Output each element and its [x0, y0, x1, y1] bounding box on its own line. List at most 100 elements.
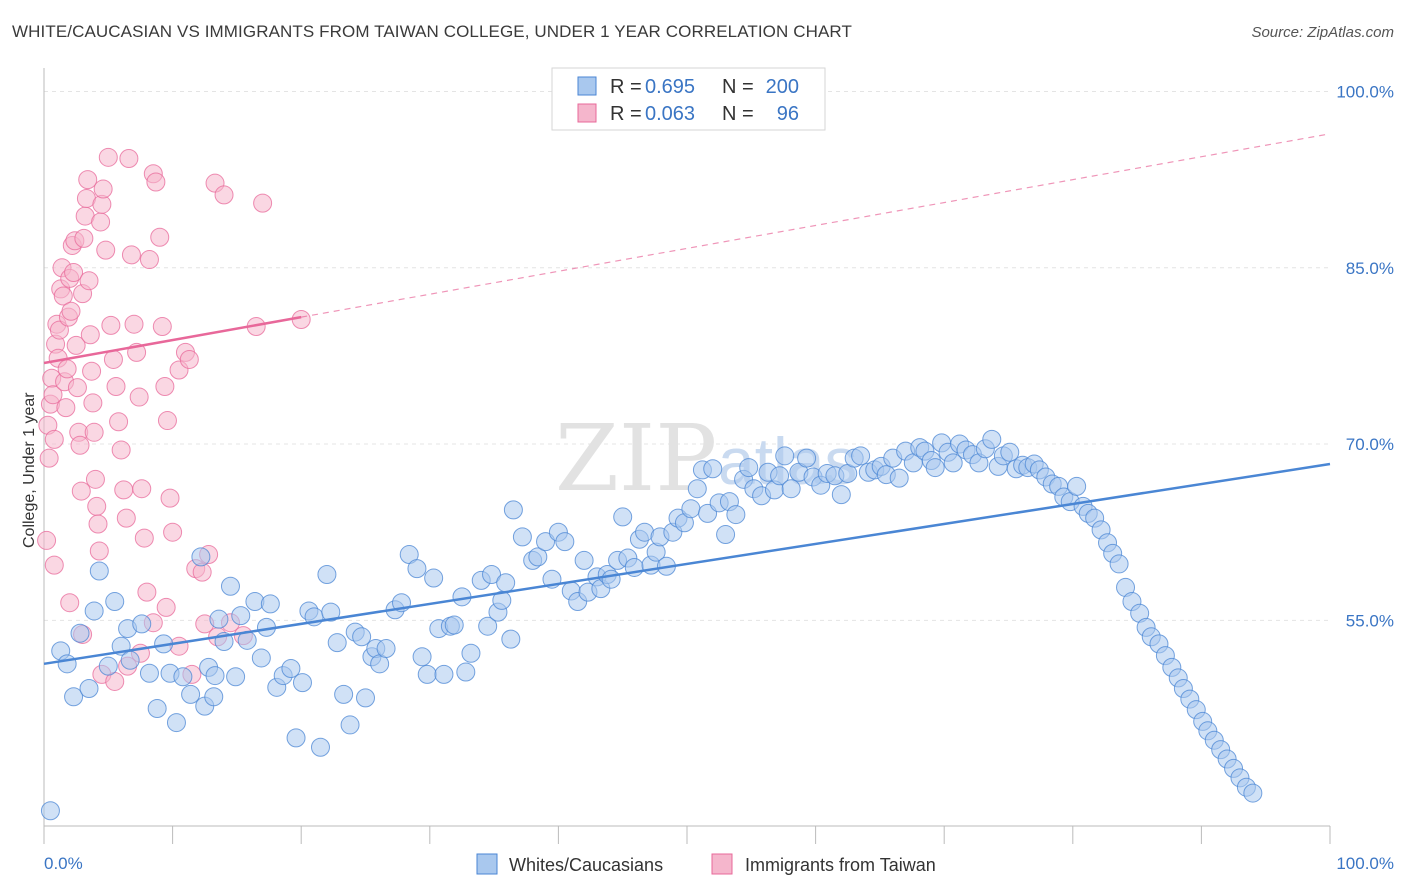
- taiwan-point: [80, 325, 100, 345]
- grid-lines: [44, 91, 1330, 621]
- whites-point: [555, 532, 575, 552]
- taiwan-point: [214, 185, 234, 205]
- taiwan-point: [70, 435, 90, 455]
- whites-point: [147, 698, 167, 718]
- taiwan-point: [44, 429, 64, 449]
- taiwan-point: [156, 597, 176, 617]
- whites-point: [412, 647, 432, 667]
- taiwan-point: [116, 508, 136, 528]
- taiwan-point: [146, 172, 166, 192]
- whites-point: [739, 458, 759, 478]
- y-tick-label: 85.0%: [1346, 259, 1394, 278]
- taiwan-point: [157, 411, 177, 431]
- whites-point: [310, 737, 330, 757]
- whites-point: [536, 532, 556, 552]
- taiwan-point: [109, 412, 129, 432]
- taiwan-point: [84, 422, 104, 442]
- taiwan-point: [119, 148, 139, 168]
- taiwan-point: [98, 147, 118, 167]
- whites-point: [251, 648, 271, 668]
- whites-point: [173, 667, 193, 687]
- whites-point: [89, 561, 109, 581]
- whites-point: [851, 446, 871, 466]
- y-tick-label: 70.0%: [1346, 435, 1394, 454]
- taiwan-point: [103, 349, 123, 369]
- legend-n-label-taiwan: N =: [722, 103, 754, 125]
- trend-line-taiwan-extension: [301, 133, 1331, 318]
- x-tick-label-min: 0.0%: [44, 854, 83, 873]
- bottom-legend: Whites/Caucasians Immigrants from Taiwan: [476, 853, 936, 875]
- whites-point: [716, 525, 736, 545]
- whites-point: [1000, 442, 1020, 462]
- taiwan-point: [139, 250, 159, 270]
- whites-point: [321, 602, 341, 622]
- whites-point: [528, 547, 548, 567]
- whites-point: [1109, 554, 1129, 574]
- taiwan-point: [43, 385, 63, 405]
- whites-point: [982, 429, 1002, 449]
- trend-lines: [43, 133, 1331, 666]
- whites-point: [943, 453, 963, 473]
- whites-point: [79, 679, 99, 699]
- y-tick-label: 55.0%: [1346, 611, 1394, 630]
- whites-point: [1067, 476, 1087, 496]
- chart-title: WHITE/CAUCASIAN VS IMMIGRANTS FROM TAIWA…: [12, 22, 852, 41]
- legend-n-label-whites: N =: [722, 76, 754, 98]
- taiwan-point: [160, 488, 180, 508]
- taiwan-point: [253, 193, 273, 213]
- whites-point: [770, 466, 790, 486]
- whites-point: [139, 663, 159, 683]
- whites-point: [797, 448, 817, 468]
- whites-point: [191, 547, 211, 567]
- whites-point: [340, 715, 360, 735]
- bottom-legend-label-whites: Whites/Caucasians: [509, 855, 663, 875]
- taiwan-point: [53, 286, 73, 306]
- taiwan-point: [150, 227, 170, 247]
- taiwan-point: [137, 582, 157, 602]
- taiwan-point: [60, 593, 80, 613]
- whites-point: [334, 684, 354, 704]
- y-axis-label: College, Under 1 year: [21, 392, 38, 548]
- taiwan-point: [163, 522, 183, 542]
- whites-point: [424, 568, 444, 588]
- whites-point: [726, 505, 746, 525]
- taiwan-point: [85, 469, 105, 489]
- taiwan-point: [179, 349, 199, 369]
- taiwan-point: [91, 212, 111, 232]
- taiwan-point: [101, 315, 121, 335]
- legend-r-value-whites: 0.695: [645, 76, 695, 98]
- legend-r-label-whites: R =: [610, 76, 642, 98]
- whites-point: [352, 627, 372, 647]
- legend-n-value-taiwan: 96: [777, 103, 799, 125]
- whites-point: [64, 687, 84, 707]
- legend-swatch-whites: [577, 76, 597, 96]
- whites-point: [407, 559, 427, 579]
- whites-point: [220, 576, 240, 596]
- taiwan-point: [129, 387, 149, 407]
- whites-point: [209, 609, 229, 629]
- taiwan-point: [93, 179, 113, 199]
- whites-point: [501, 629, 521, 649]
- whites-point: [681, 499, 701, 519]
- taiwan-point: [71, 481, 91, 501]
- taiwan-point: [88, 514, 108, 534]
- whites-point: [444, 615, 464, 635]
- whites-point: [478, 616, 498, 636]
- whites-point: [356, 688, 375, 708]
- taiwan-point: [152, 317, 172, 337]
- whites-point: [613, 507, 633, 527]
- taiwan-point: [134, 528, 154, 548]
- whites-point: [281, 659, 301, 679]
- whites-point: [601, 569, 621, 589]
- legend-box: [551, 67, 826, 131]
- taiwan-point: [114, 480, 134, 500]
- legend-r-value-taiwan: 0.063: [645, 103, 695, 125]
- series-taiwan-points: [37, 147, 311, 691]
- y-axis-tick-labels: 55.0% 70.0% 85.0% 100.0%: [1336, 83, 1394, 631]
- whites-point: [40, 801, 60, 821]
- whites-point: [292, 673, 312, 693]
- whites-point: [482, 565, 502, 585]
- taiwan-point: [64, 262, 84, 282]
- whites-point: [417, 664, 437, 684]
- whites-point: [205, 666, 225, 686]
